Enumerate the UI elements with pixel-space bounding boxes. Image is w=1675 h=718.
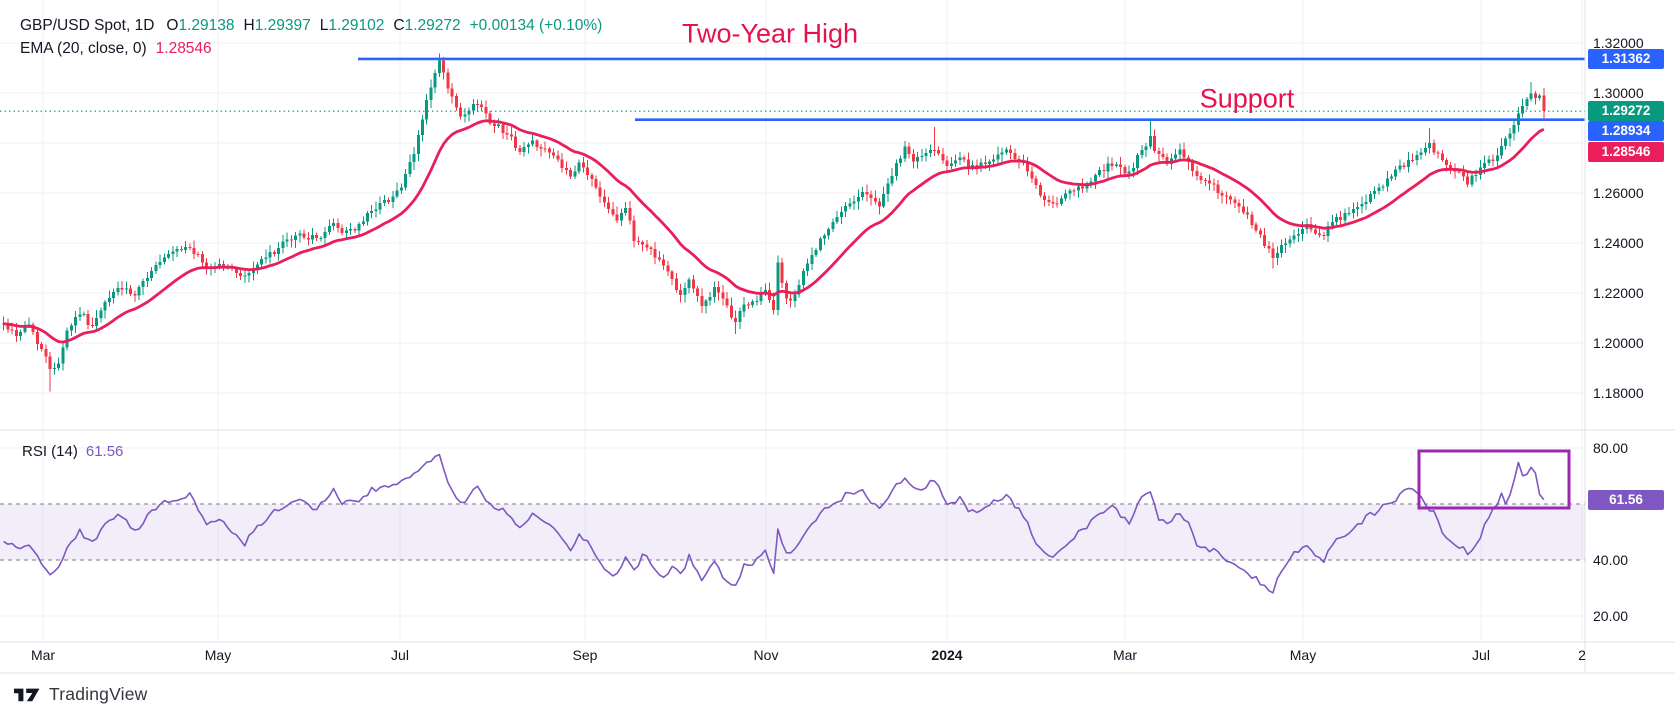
tradingview-logo-icon [14,688,40,702]
price-axis-tick: 1.26000 [1593,185,1644,201]
axis-price-badge: 1.28934 [1588,121,1664,141]
time-axis-label: May [204,647,232,663]
time-axis-label: May [1289,647,1317,663]
price-axis-tick: 1.22000 [1593,285,1644,301]
two-year-high-annotation[interactable]: Two-Year High [681,18,859,49]
price-axis-tick: 1.18000 [1593,385,1644,401]
ohlc-item: C1.29272 [393,17,461,34]
rsi-axis-tick: 20.00 [1593,608,1629,624]
price-axis-tick: 1.20000 [1593,335,1644,351]
ohlc-item: H1.29397 [243,17,311,34]
time-axis-label: 2024 [931,647,963,663]
axis-price-badge: 61.56 [1588,490,1664,510]
symbol-ohlc-row: GBP/USD Spot, 1D O1.29138 H1.29397 L1.2910… [20,14,602,37]
axis-price-badge: 1.31362 [1588,49,1664,69]
rsi-axis-tick: 40.00 [1593,552,1629,568]
axis-price-badge: 1.28546 [1588,142,1664,162]
tradingview-watermark[interactable]: TradingView [14,684,148,705]
rsi-line [3,453,1545,594]
time-axis-label: Jul [391,647,409,663]
time-axis-label: Sep [572,647,598,663]
rsi-label[interactable]: RSI (14) [22,443,78,460]
time-axis-label: Nov [753,647,779,663]
pane-separators [0,0,1675,674]
symbol-title[interactable]: GBP/USD Spot, 1D [20,17,155,34]
rsi-pane-legend: RSI (14) 61.56 [22,443,123,460]
ema-indicator-label[interactable]: EMA (20, close, 0) [20,40,147,57]
ohlc-item: L1.29102 [319,17,385,34]
time-axis-label: Mar [1112,647,1138,663]
time-axis-label: Jul [1472,647,1490,663]
axis-price-badge: 1.29272 [1588,101,1664,121]
support-annotation[interactable]: Support [1199,83,1295,114]
rsi-axis-tick: 80.00 [1593,440,1629,456]
ema-row: EMA (20, close, 0) 1.28546 [20,37,602,60]
ema-line [3,119,1545,344]
time-axis-label: 2 [1578,647,1586,663]
price-axis-tick: 1.32000 [1593,35,1644,51]
daily-change: +0.00134 (+0.10%) [469,17,603,34]
ema-indicator-value: 1.28546 [155,40,212,57]
rsi-value: 61.56 [85,443,124,460]
rsi-rectangle-drawing [1417,449,1571,510]
time-axis-label: Mar [30,647,56,663]
symbol-header: GBP/USD Spot, 1D O1.29138 H1.29397 L1.2910… [20,14,602,60]
price-axis-tick: 1.24000 [1593,235,1644,251]
price-axis-tick: 1.30000 [1593,85,1644,101]
tradingview-logo-text: TradingView [49,684,148,704]
ohlc-values: O1.29138 H1.29397 L1.29102 C1.29272 [166,14,460,37]
ohlc-item: O1.29138 [166,17,235,34]
